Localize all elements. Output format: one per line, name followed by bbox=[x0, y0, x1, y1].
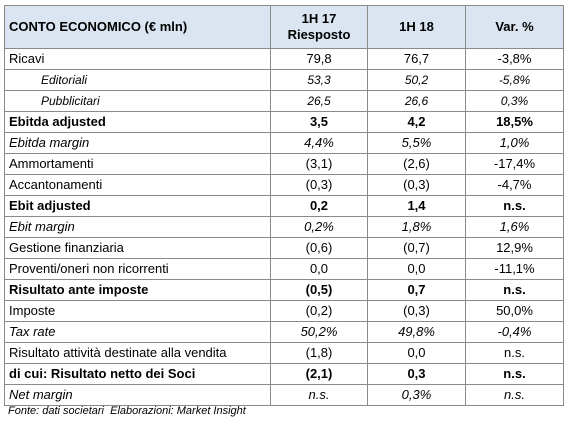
table-row: Net margin n.s. 0,3% n.s. bbox=[4, 384, 564, 406]
header-text: Var. % bbox=[495, 19, 534, 34]
value-cell: -5,8% bbox=[465, 69, 564, 91]
value-cell: (2,6) bbox=[367, 153, 466, 175]
header-text: CONTO ECONOMICO (€ mln) bbox=[9, 19, 188, 34]
table-row: Accantonamenti (0,3) (0,3) -4,7% bbox=[4, 174, 564, 196]
value-cell: 1,8% bbox=[367, 216, 466, 238]
value-cell: (0,7) bbox=[367, 237, 466, 259]
header-cell: 1H 17 Riesposto bbox=[270, 5, 368, 49]
value-cell: 50,2 bbox=[367, 69, 466, 91]
value-cell: -11,1% bbox=[465, 258, 564, 280]
header-text: 1H 18 bbox=[399, 19, 434, 34]
value-cell: (1,8) bbox=[270, 342, 368, 364]
table-row: Tax rate 50,2% 49,8% -0,4% bbox=[4, 321, 564, 343]
value-cell: 5,5% bbox=[367, 132, 466, 154]
value-cell: 1,6% bbox=[465, 216, 564, 238]
value-cell: 0,2% bbox=[270, 216, 368, 238]
source-note: Fonte: dati societari Elaborazioni: Mark… bbox=[8, 405, 246, 417]
header-row: CONTO ECONOMICO (€ mln) 1H 17 Riesposto 1H … bbox=[4, 5, 564, 49]
value-cell: 0,0 bbox=[367, 258, 466, 280]
header-text: 1H 17 bbox=[301, 11, 337, 26]
row-label: di cui: Risultato netto dei Soci bbox=[4, 363, 271, 385]
row-label: Gestione finanziaria bbox=[4, 237, 271, 259]
row-label: Proventi/oneri non ricorrenti bbox=[4, 258, 271, 280]
table-row: Ebitda margin 4,4% 5,5% 1,0% bbox=[4, 132, 564, 154]
table-row: Risultato attività destinate alla vendit… bbox=[4, 342, 564, 364]
row-label: Risultato attività destinate alla vendit… bbox=[4, 342, 271, 364]
value-cell: (0,3) bbox=[270, 174, 368, 196]
table-row: di cui: Risultato netto dei Soci (2,1) 0,3… bbox=[4, 363, 564, 385]
row-label: Ebit margin bbox=[4, 216, 271, 238]
header-text: Riesposto bbox=[287, 27, 351, 42]
value-cell: 53,3 bbox=[270, 69, 368, 91]
value-cell: 0,3% bbox=[367, 384, 466, 406]
value-cell: n.s. bbox=[465, 342, 564, 364]
table-row: Ricavi 79,8 76,7 -3,8% bbox=[4, 48, 564, 70]
value-cell: n.s. bbox=[465, 384, 564, 406]
value-cell: -3,8% bbox=[465, 48, 564, 70]
value-cell: 18,5% bbox=[465, 111, 564, 133]
header-cell: Var. % bbox=[465, 5, 564, 49]
value-cell: 3,5 bbox=[270, 111, 368, 133]
row-label: Pubblicitari bbox=[4, 90, 271, 112]
value-cell: (0,5) bbox=[270, 279, 368, 301]
value-cell: -4,7% bbox=[465, 174, 564, 196]
table-row: Imposte (0,2) (0,3) 50,0% bbox=[4, 300, 564, 322]
value-cell: 76,7 bbox=[367, 48, 466, 70]
table-row: Ebit adjusted 0,2 1,4 n.s. bbox=[4, 195, 564, 217]
value-cell: 0,3% bbox=[465, 90, 564, 112]
value-cell: n.s. bbox=[465, 195, 564, 217]
header-cell: 1H 18 bbox=[367, 5, 466, 49]
value-cell: n.s. bbox=[270, 384, 368, 406]
row-label: Ebitda adjusted bbox=[4, 111, 271, 133]
value-cell: 26,6 bbox=[367, 90, 466, 112]
value-cell: 0,3 bbox=[367, 363, 466, 385]
table-row: Pubblicitari 26,5 26,6 0,3% bbox=[4, 90, 564, 112]
table-row: Ebitda adjusted 3,5 4,2 18,5% bbox=[4, 111, 564, 133]
value-cell: 50,2% bbox=[270, 321, 368, 343]
row-label: Net margin bbox=[4, 384, 271, 406]
row-label: Ammortamenti bbox=[4, 153, 271, 175]
value-cell: -17,4% bbox=[465, 153, 564, 175]
value-cell: 49,8% bbox=[367, 321, 466, 343]
table-row: Editoriali 53,3 50,2 -5,8% bbox=[4, 69, 564, 91]
row-label: Ebit adjusted bbox=[4, 195, 271, 217]
value-cell: 0,7 bbox=[367, 279, 466, 301]
row-label: Risultato ante imposte bbox=[4, 279, 271, 301]
value-cell: (0,3) bbox=[367, 174, 466, 196]
value-cell: 26,5 bbox=[270, 90, 368, 112]
value-cell: (0,3) bbox=[367, 300, 466, 322]
header-cell: CONTO ECONOMICO (€ mln) bbox=[4, 5, 271, 49]
row-label: Tax rate bbox=[4, 321, 271, 343]
table-body: Ricavi 79,8 76,7 -3,8% Editoriali 53,3 50,2 -5,… bbox=[4, 48, 564, 406]
value-cell: 0,2 bbox=[270, 195, 368, 217]
table-row: Ammortamenti (3,1) (2,6) -17,4% bbox=[4, 153, 564, 175]
value-cell: 4,2 bbox=[367, 111, 466, 133]
value-cell: 0,0 bbox=[270, 258, 368, 280]
value-cell: 4,4% bbox=[270, 132, 368, 154]
table-row: Gestione finanziaria (0,6) (0,7) 12,9% bbox=[4, 237, 564, 259]
value-cell: 1,4 bbox=[367, 195, 466, 217]
row-label: Editoriali bbox=[4, 69, 271, 91]
value-cell: 1,0% bbox=[465, 132, 564, 154]
value-cell: (0,2) bbox=[270, 300, 368, 322]
value-cell: 0,0 bbox=[367, 342, 466, 364]
row-label: Ebitda margin bbox=[4, 132, 271, 154]
value-cell: (2,1) bbox=[270, 363, 368, 385]
value-cell: -0,4% bbox=[465, 321, 564, 343]
value-cell: 79,8 bbox=[270, 48, 368, 70]
row-label: Accantonamenti bbox=[4, 174, 271, 196]
row-label: Imposte bbox=[4, 300, 271, 322]
row-label: Ricavi bbox=[4, 48, 271, 70]
value-cell: n.s. bbox=[465, 363, 564, 385]
value-cell: (0,6) bbox=[270, 237, 368, 259]
income-table: CONTO ECONOMICO (€ mln) 1H 17 Riesposto 1H … bbox=[4, 5, 564, 406]
value-cell: 50,0% bbox=[465, 300, 564, 322]
value-cell: n.s. bbox=[465, 279, 564, 301]
value-cell: 12,9% bbox=[465, 237, 564, 259]
table-row: Proventi/oneri non ricorrenti 0,0 0,0 -11,1… bbox=[4, 258, 564, 280]
table-row: Risultato ante imposte (0,5) 0,7 n.s. bbox=[4, 279, 564, 301]
value-cell: (3,1) bbox=[270, 153, 368, 175]
table-row: Ebit margin 0,2% 1,8% 1,6% bbox=[4, 216, 564, 238]
